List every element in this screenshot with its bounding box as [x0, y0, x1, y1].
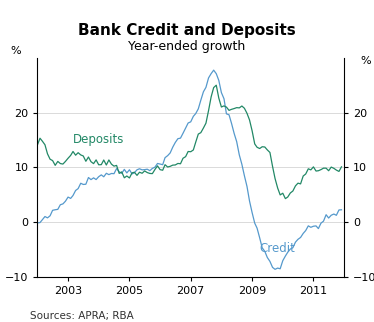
Text: Deposits: Deposits	[73, 133, 125, 146]
Text: Year-ended growth: Year-ended growth	[128, 40, 246, 53]
Text: Sources: APRA; RBA: Sources: APRA; RBA	[30, 311, 134, 321]
Y-axis label: %: %	[360, 56, 371, 66]
Y-axis label: %: %	[10, 46, 21, 56]
Text: Bank Credit and Deposits: Bank Credit and Deposits	[78, 23, 296, 38]
Text: Credit: Credit	[260, 242, 295, 255]
